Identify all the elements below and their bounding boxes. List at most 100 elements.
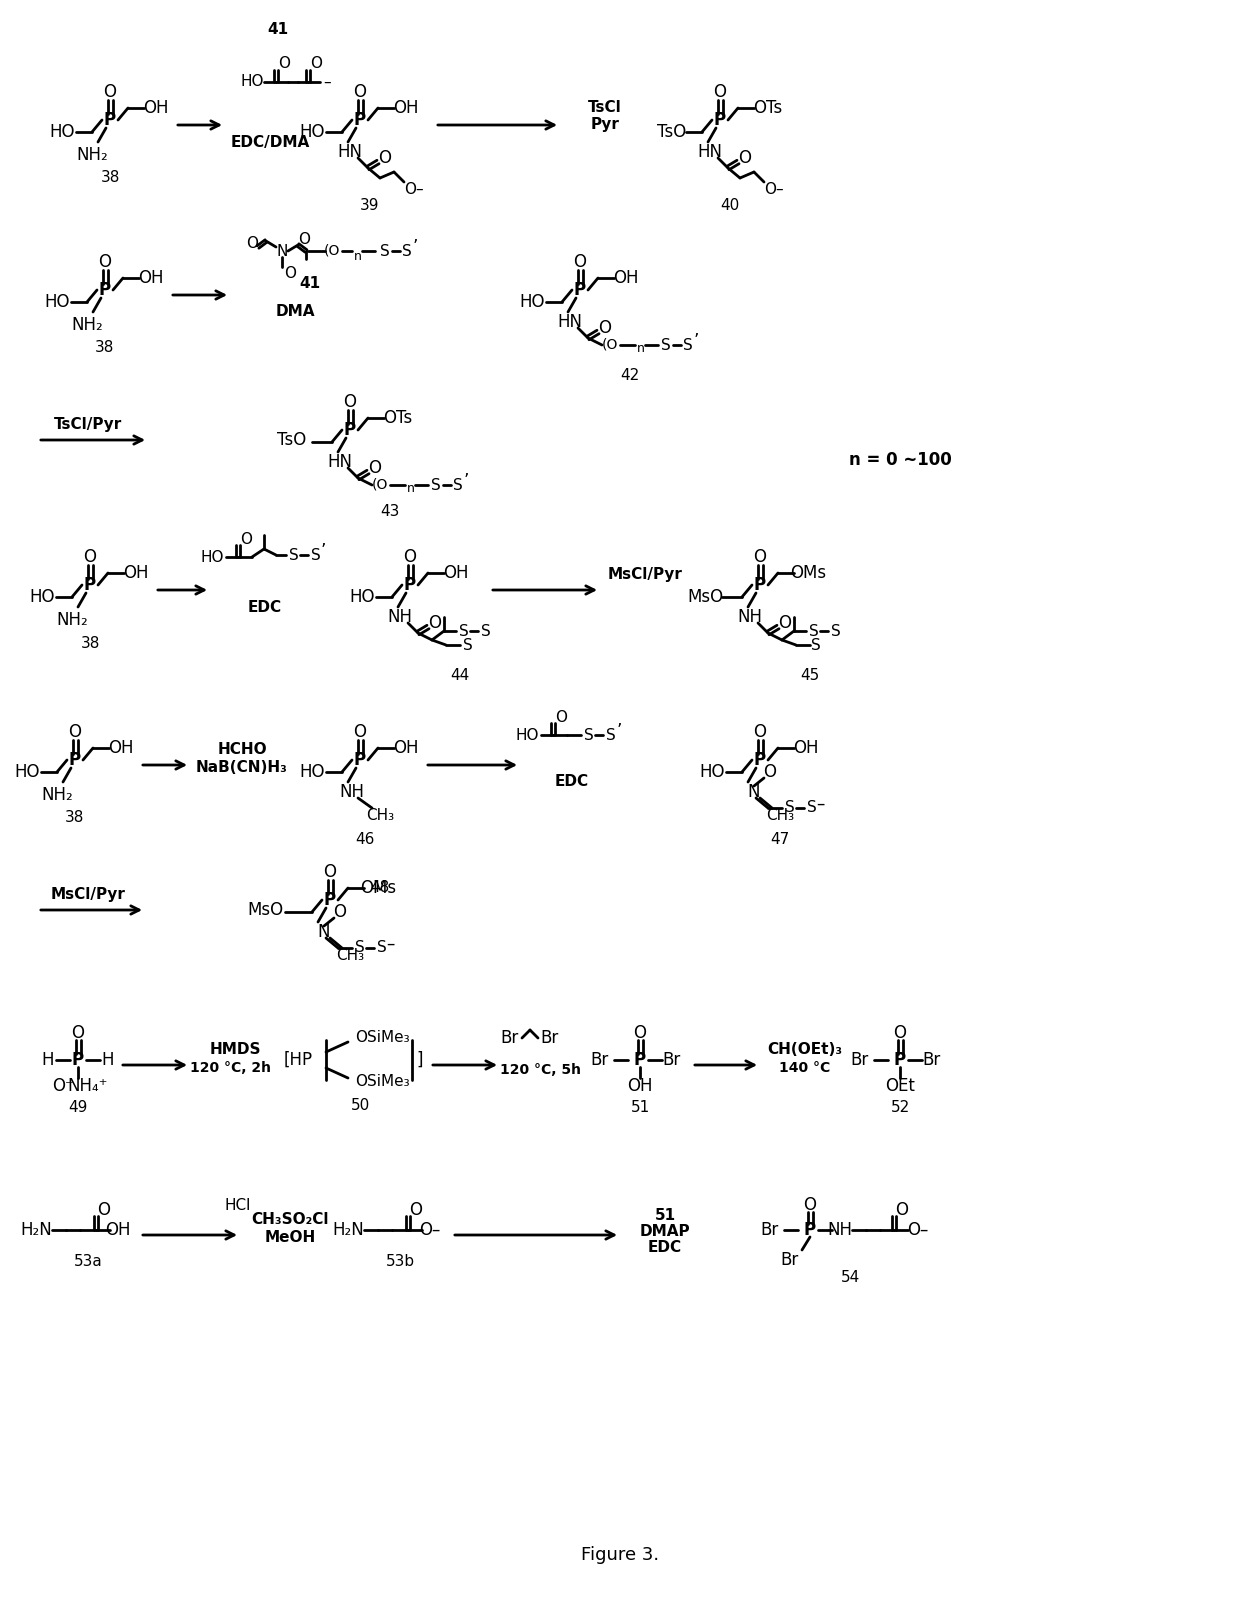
Text: HCl: HCl: [224, 1198, 252, 1213]
Text: Br: Br: [591, 1051, 609, 1068]
Text: TsCl/Pyr: TsCl/Pyr: [53, 417, 122, 433]
Text: EDC: EDC: [556, 775, 589, 789]
Text: HO: HO: [50, 124, 74, 141]
Text: P: P: [84, 576, 95, 593]
Text: ’: ’: [693, 332, 698, 350]
Text: P: P: [69, 751, 81, 768]
Text: 140 °C: 140 °C: [780, 1060, 831, 1075]
Text: NH₂: NH₂: [76, 146, 108, 164]
Text: OH: OH: [123, 565, 149, 582]
Text: CH₃SO₂Cl: CH₃SO₂Cl: [252, 1213, 329, 1227]
Text: HO: HO: [200, 550, 223, 565]
Text: NH: NH: [340, 783, 365, 800]
Text: O: O: [713, 83, 727, 101]
Text: HMDS: HMDS: [210, 1043, 260, 1057]
Text: O: O: [429, 614, 441, 632]
Text: P: P: [343, 420, 356, 439]
Text: P: P: [714, 111, 727, 128]
Text: ’: ’: [616, 722, 621, 739]
Text: O–: O–: [404, 183, 424, 197]
Text: P: P: [754, 751, 766, 768]
Text: O–: O–: [419, 1221, 440, 1238]
Text: S: S: [432, 478, 441, 492]
Text: OH: OH: [614, 269, 639, 287]
Text: HO: HO: [520, 294, 544, 311]
Text: MsCl/Pyr: MsCl/Pyr: [51, 887, 125, 903]
Text: O: O: [103, 83, 117, 101]
Text: S: S: [584, 728, 594, 743]
Text: HN: HN: [697, 143, 723, 160]
Text: 41: 41: [299, 276, 321, 290]
Text: S: S: [683, 337, 693, 353]
Text: 50: 50: [351, 1097, 370, 1113]
Text: 38: 38: [81, 635, 99, 651]
Text: O: O: [353, 83, 367, 101]
Text: O: O: [599, 319, 611, 337]
Text: O: O: [754, 723, 766, 741]
Text: OH: OH: [443, 565, 469, 582]
Text: HO: HO: [299, 764, 325, 781]
Text: OH: OH: [144, 99, 169, 117]
Text: HN: HN: [337, 143, 362, 160]
Text: Br: Br: [541, 1030, 559, 1047]
Text: O: O: [754, 549, 766, 566]
Text: Pyr: Pyr: [590, 117, 620, 133]
Text: HO: HO: [45, 294, 69, 311]
Text: NH₄⁺: NH₄⁺: [68, 1076, 108, 1096]
Text: S: S: [661, 337, 671, 353]
Text: S: S: [831, 624, 841, 638]
Text: MeOH: MeOH: [264, 1230, 316, 1245]
Text: 49: 49: [68, 1100, 88, 1115]
Text: S: S: [810, 624, 818, 638]
Text: O: O: [353, 723, 367, 741]
Text: n: n: [407, 483, 415, 496]
Text: 41: 41: [268, 22, 289, 37]
Text: H: H: [102, 1051, 114, 1068]
Text: P: P: [634, 1051, 646, 1068]
Text: Br: Br: [781, 1251, 799, 1269]
Text: EDC: EDC: [248, 600, 281, 614]
Text: 51: 51: [630, 1100, 650, 1115]
Text: OH: OH: [138, 269, 164, 287]
Text: OH: OH: [105, 1221, 130, 1238]
Text: 38: 38: [66, 810, 84, 826]
Text: n: n: [637, 343, 645, 356]
Text: CH₃: CH₃: [336, 948, 365, 962]
Text: DMAP: DMAP: [640, 1224, 691, 1240]
Text: O: O: [98, 253, 112, 271]
Text: 39: 39: [361, 197, 379, 212]
Text: HN: HN: [558, 313, 583, 330]
Text: TsO: TsO: [657, 124, 687, 141]
Text: Br: Br: [851, 1051, 869, 1068]
Text: P: P: [353, 751, 366, 768]
Text: HN: HN: [327, 452, 352, 472]
Text: 53a: 53a: [73, 1254, 103, 1269]
Text: O: O: [409, 1201, 423, 1219]
Text: S: S: [381, 244, 389, 258]
Text: O: O: [83, 549, 97, 566]
Text: O: O: [556, 709, 567, 725]
Text: O: O: [278, 56, 290, 72]
Text: O–: O–: [908, 1221, 929, 1238]
Text: NH: NH: [827, 1221, 853, 1238]
Text: OH: OH: [108, 739, 134, 757]
Text: NH₂: NH₂: [41, 786, 73, 804]
Text: 43: 43: [381, 505, 399, 520]
Text: Br: Br: [663, 1051, 681, 1068]
Text: ]: ]: [417, 1051, 423, 1068]
Text: OEt: OEt: [885, 1076, 915, 1096]
Text: HO: HO: [516, 728, 538, 743]
Text: O: O: [368, 459, 382, 476]
Text: 48: 48: [371, 881, 389, 895]
Text: Figure 3.: Figure 3.: [580, 1546, 660, 1564]
Text: OH: OH: [393, 739, 419, 757]
Text: O: O: [68, 723, 82, 741]
Text: HO: HO: [14, 764, 40, 781]
Text: 40: 40: [720, 197, 739, 212]
Text: (O: (O: [372, 478, 388, 492]
Text: ’: ’: [464, 472, 469, 489]
Text: Br: Br: [761, 1221, 779, 1238]
Text: P: P: [72, 1051, 84, 1068]
Text: N: N: [317, 922, 330, 942]
Text: O: O: [72, 1023, 84, 1043]
